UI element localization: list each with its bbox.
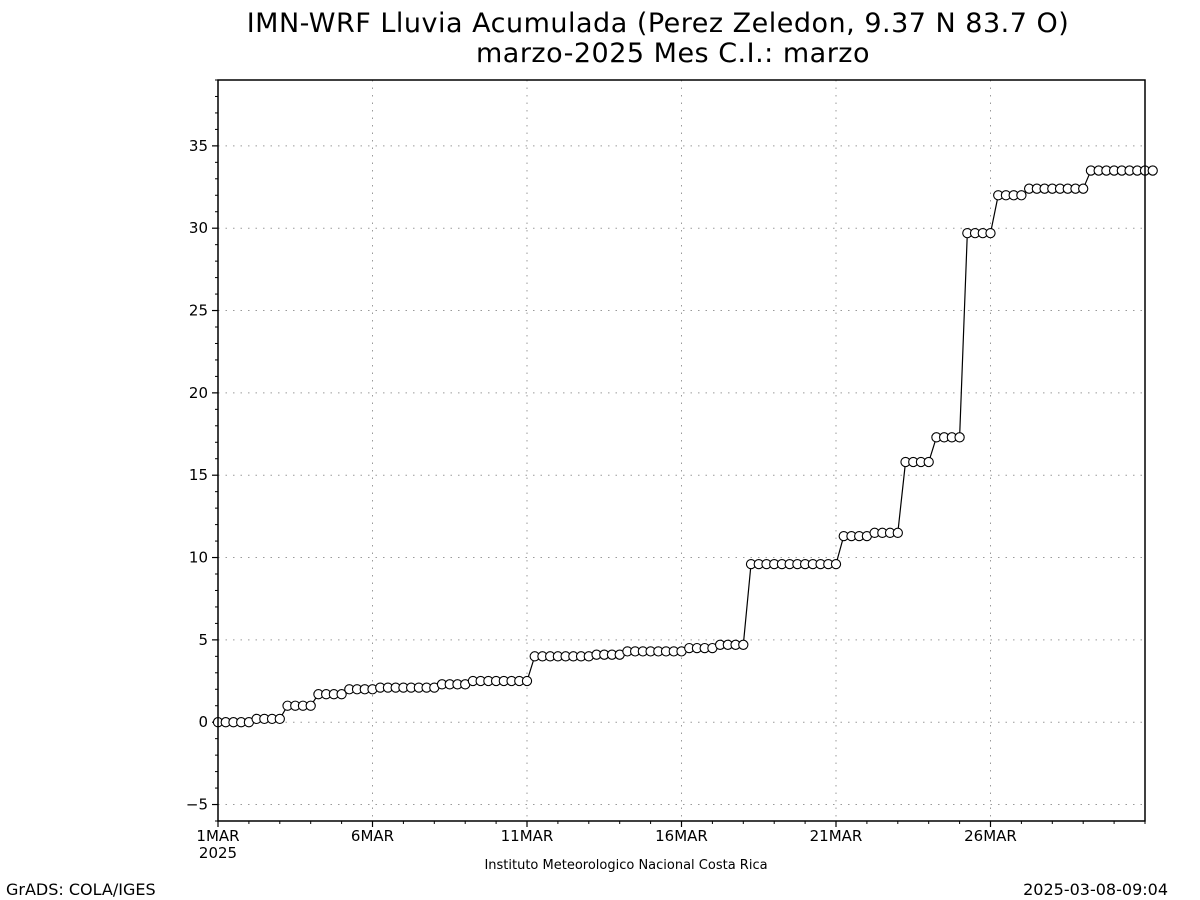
y-tick-label: 35 — [189, 137, 208, 155]
data-point — [923, 456, 934, 468]
chart-title: IMN-WRF Lluvia Acumulada (Perez Zeledon,… — [247, 8, 1070, 39]
y-tick-label: 0 — [198, 713, 208, 731]
y-tick-label: 20 — [189, 384, 208, 402]
x-tick-label: 26MAR — [964, 827, 1017, 845]
y-tick-label: 15 — [189, 466, 208, 484]
data-point — [521, 675, 533, 687]
y-tick-label: 10 — [189, 549, 208, 567]
y-tick-label: 5 — [198, 631, 208, 649]
x-tick-label: 16MAR — [655, 827, 708, 845]
data-point — [1016, 190, 1027, 201]
x-tick-label: 1MAR — [196, 827, 239, 845]
series-layer — [212, 165, 1158, 728]
y-tick-label: −5 — [186, 796, 208, 814]
y-tick-label: 25 — [189, 302, 208, 320]
institution-label: Instituto Meteorologico Nacional Costa R… — [484, 858, 767, 873]
x-tick-label: 11MAR — [501, 827, 554, 845]
software-credit: GrADS: COLA/IGES — [6, 880, 156, 899]
x-tick-sublabel: 2025 — [199, 844, 237, 862]
data-point — [954, 432, 965, 443]
chart-subtitle: marzo-2025 Mes C.I.: marzo — [476, 38, 870, 69]
data-point — [274, 713, 285, 725]
data-point — [1078, 183, 1089, 194]
series-line — [218, 169, 1153, 723]
data-point — [1147, 165, 1158, 176]
data-point — [985, 227, 996, 239]
plot-frame — [217, 79, 1146, 822]
data-point — [830, 558, 842, 570]
x-tick-label: 6MAR — [351, 827, 394, 845]
data-point — [892, 527, 903, 538]
data-point — [305, 700, 316, 711]
data-point — [336, 689, 347, 700]
y-tick-label: 30 — [189, 219, 208, 237]
data-point — [738, 639, 749, 650]
timestamp-label: 2025-03-08-09:04 — [1023, 880, 1168, 899]
x-tick-label: 21MAR — [810, 827, 863, 845]
